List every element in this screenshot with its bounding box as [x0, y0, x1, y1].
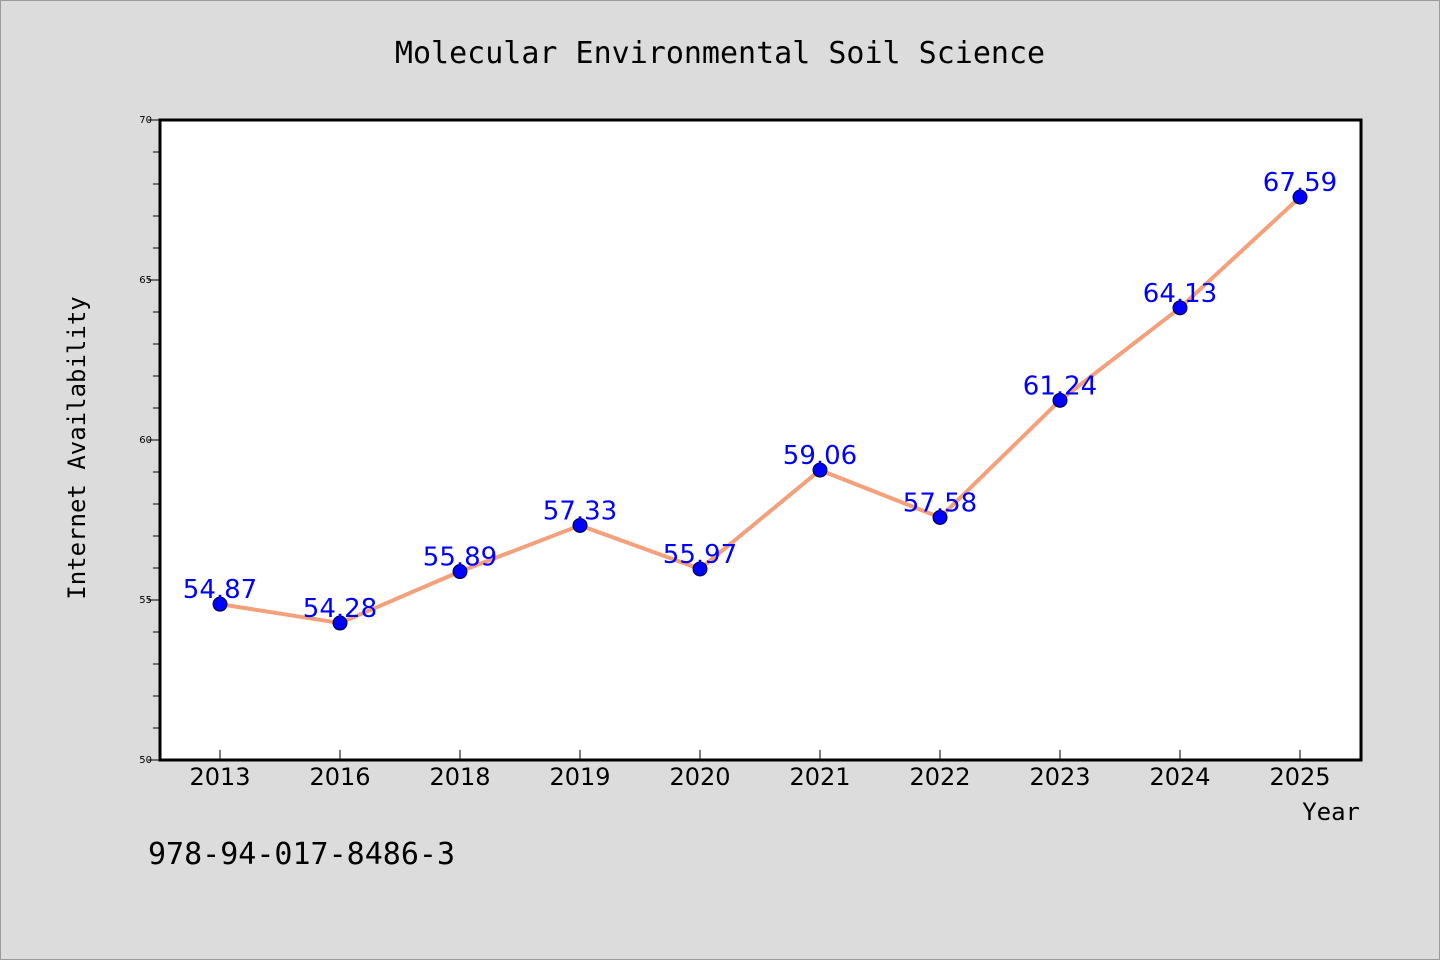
data-point [1292, 189, 1308, 205]
data-label: 55.97 [663, 540, 737, 570]
data-label: 55.89 [423, 543, 497, 573]
x-tick-label: 2020 [669, 763, 730, 791]
y-axis: 50 55 60 65 70 [139, 115, 160, 766]
data-point [452, 564, 468, 580]
x-tick-label: 2018 [429, 763, 490, 791]
data-point [332, 615, 348, 631]
series-line [219, 195, 1302, 626]
data-label: 57.58 [903, 488, 977, 518]
x-axis-label: Year [1302, 798, 1360, 826]
data-label: 57.33 [543, 496, 617, 526]
x-tick-label: 2025 [1269, 763, 1330, 791]
data-label: 54.87 [183, 575, 257, 605]
footer-isbn: 978-94-017-8486-3 [148, 837, 455, 872]
x-tick-label: 2022 [909, 763, 970, 791]
y-tick-label: 55 [139, 595, 152, 606]
data-point [1172, 300, 1188, 316]
data-point [212, 596, 228, 612]
data-point [932, 509, 948, 525]
data-point [812, 462, 828, 478]
y-tick-label: 70 [139, 115, 152, 126]
x-tick-label: 2019 [549, 763, 610, 791]
data-label: 54.28 [303, 594, 377, 624]
y-axis-label: Internet Availability [63, 296, 91, 599]
x-tick-label: 2024 [1149, 763, 1210, 791]
x-tick-label: 2013 [189, 763, 250, 791]
x-tick-label: 2023 [1029, 763, 1090, 791]
chart-title: Molecular Environmental Soil Science [395, 36, 1045, 71]
data-label: 61.24 [1023, 371, 1097, 401]
data-label: 67.59 [1263, 168, 1337, 198]
series-group [212, 189, 1308, 631]
x-tick-label: 2021 [789, 763, 850, 791]
data-labels: 54.87 54.28 55.89 57.33 55.97 59.06 57.58 61.24… [183, 168, 1337, 624]
y-tick-label: 65 [139, 275, 152, 286]
data-label: 64.13 [1143, 279, 1217, 309]
x-tick-label: 2016 [309, 763, 370, 791]
x-axis: 2013 2016 2018 2019 2020 2021 2022 2023 2024 2025 [189, 750, 1331, 791]
y-tick-label: 60 [139, 435, 152, 446]
plot-area [158, 118, 1363, 762]
y-tick-label: 50 [139, 755, 152, 766]
data-point [1052, 392, 1068, 408]
data-label: 59.06 [783, 441, 857, 471]
data-point [692, 561, 708, 577]
data-point [572, 517, 588, 533]
